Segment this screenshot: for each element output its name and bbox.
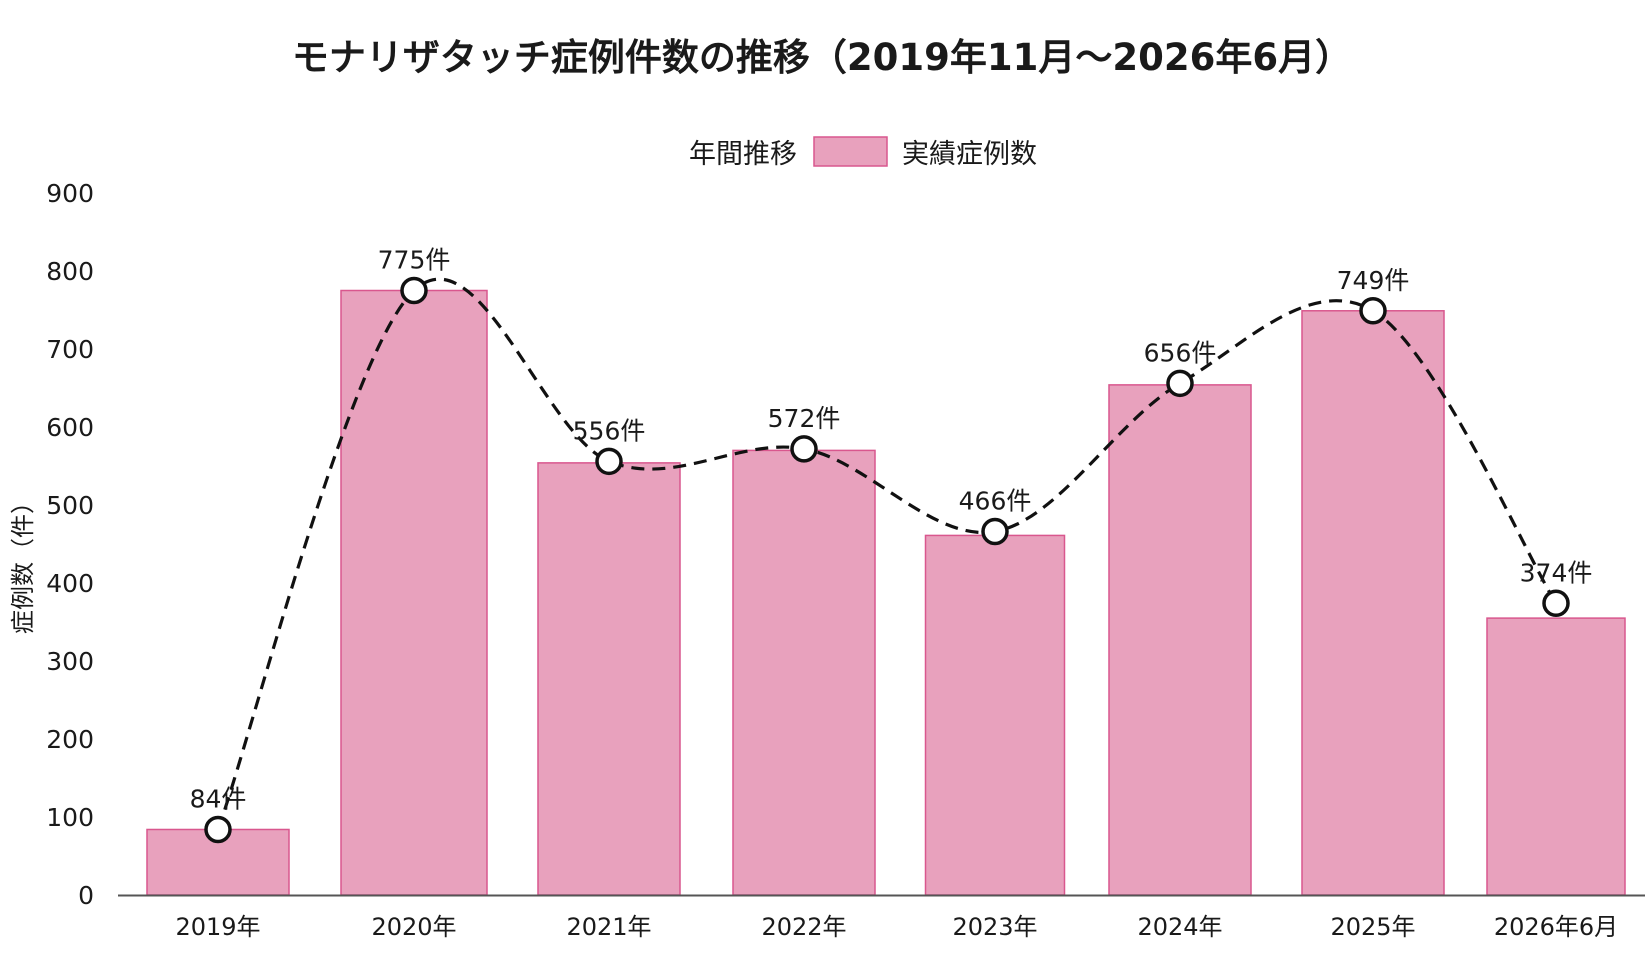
bar bbox=[537, 462, 681, 896]
data-label: 84件 bbox=[190, 784, 247, 813]
legend: 年間推移 実績症例数 bbox=[689, 136, 1037, 170]
legend-line-label: 年間推移 bbox=[689, 139, 797, 170]
trend-line bbox=[216, 277, 1558, 831]
y-tick-label: 900 bbox=[46, 179, 94, 208]
y-tick-label: 600 bbox=[46, 413, 94, 442]
trend-point bbox=[1166, 369, 1194, 398]
y-tick-label: 300 bbox=[46, 647, 94, 676]
y-tick-label: 100 bbox=[46, 803, 94, 832]
data-label: 749件 bbox=[1337, 266, 1410, 295]
data-label: 374件 bbox=[1520, 558, 1593, 587]
bar bbox=[1108, 384, 1252, 896]
x-tick-label: 2019年 bbox=[175, 913, 260, 941]
bar bbox=[1301, 310, 1445, 896]
data-labels: 84件 775件 556件 572件 466件 656件 749件 374件 bbox=[190, 246, 1593, 814]
trend-point bbox=[1359, 297, 1387, 325]
x-tick-label: 2021年 bbox=[566, 913, 651, 941]
data-label: 572件 bbox=[768, 404, 841, 433]
trend-point bbox=[400, 276, 428, 305]
data-label: 556件 bbox=[573, 416, 646, 445]
trend-point bbox=[1542, 589, 1570, 618]
y-tick-label: 0 bbox=[78, 881, 94, 910]
x-tick-label: 2025年 bbox=[1330, 913, 1415, 941]
data-label: 466件 bbox=[959, 487, 1032, 516]
y-axis-label: 症例数（件） bbox=[9, 490, 37, 634]
chart-title: モナリザタッチ症例件数の推移（2019年11月〜2026年6月） bbox=[292, 36, 1352, 79]
bar bbox=[1486, 617, 1626, 896]
trend-points bbox=[204, 276, 1570, 844]
trend-point bbox=[204, 815, 232, 844]
y-tick-label: 500 bbox=[46, 491, 94, 520]
y-tick-label: 700 bbox=[46, 335, 94, 364]
x-axis-ticks: 2019年 2020年 2021年 2022年 2023年 2024年 2025年 2026年… bbox=[175, 913, 1618, 941]
x-tick-label: 2020年 bbox=[371, 913, 456, 941]
y-tick-label: 400 bbox=[46, 569, 94, 598]
bar bbox=[340, 289, 488, 896]
y-tick-label: 200 bbox=[46, 725, 94, 754]
trend-point bbox=[981, 517, 1009, 546]
y-tick-label: 800 bbox=[46, 257, 94, 286]
x-tick-label: 2024年 bbox=[1137, 913, 1222, 941]
bar bbox=[924, 534, 1066, 896]
trend-point bbox=[790, 435, 818, 463]
legend-bar-swatch bbox=[813, 136, 888, 167]
y-axis-ticks: 0 100 200 300 400 500 600 700 800 900 bbox=[46, 179, 94, 910]
data-label: 656件 bbox=[1144, 338, 1217, 367]
legend-bar-label: 実績症例数 bbox=[902, 139, 1037, 170]
x-tick-label: 2026年6月 bbox=[1494, 913, 1618, 941]
x-tick-label: 2022年 bbox=[761, 913, 846, 941]
data-label: 775件 bbox=[378, 246, 451, 275]
bar bbox=[732, 449, 876, 896]
trend-point bbox=[595, 447, 623, 476]
bars bbox=[146, 289, 1626, 896]
x-tick-label: 2023年 bbox=[952, 913, 1037, 941]
